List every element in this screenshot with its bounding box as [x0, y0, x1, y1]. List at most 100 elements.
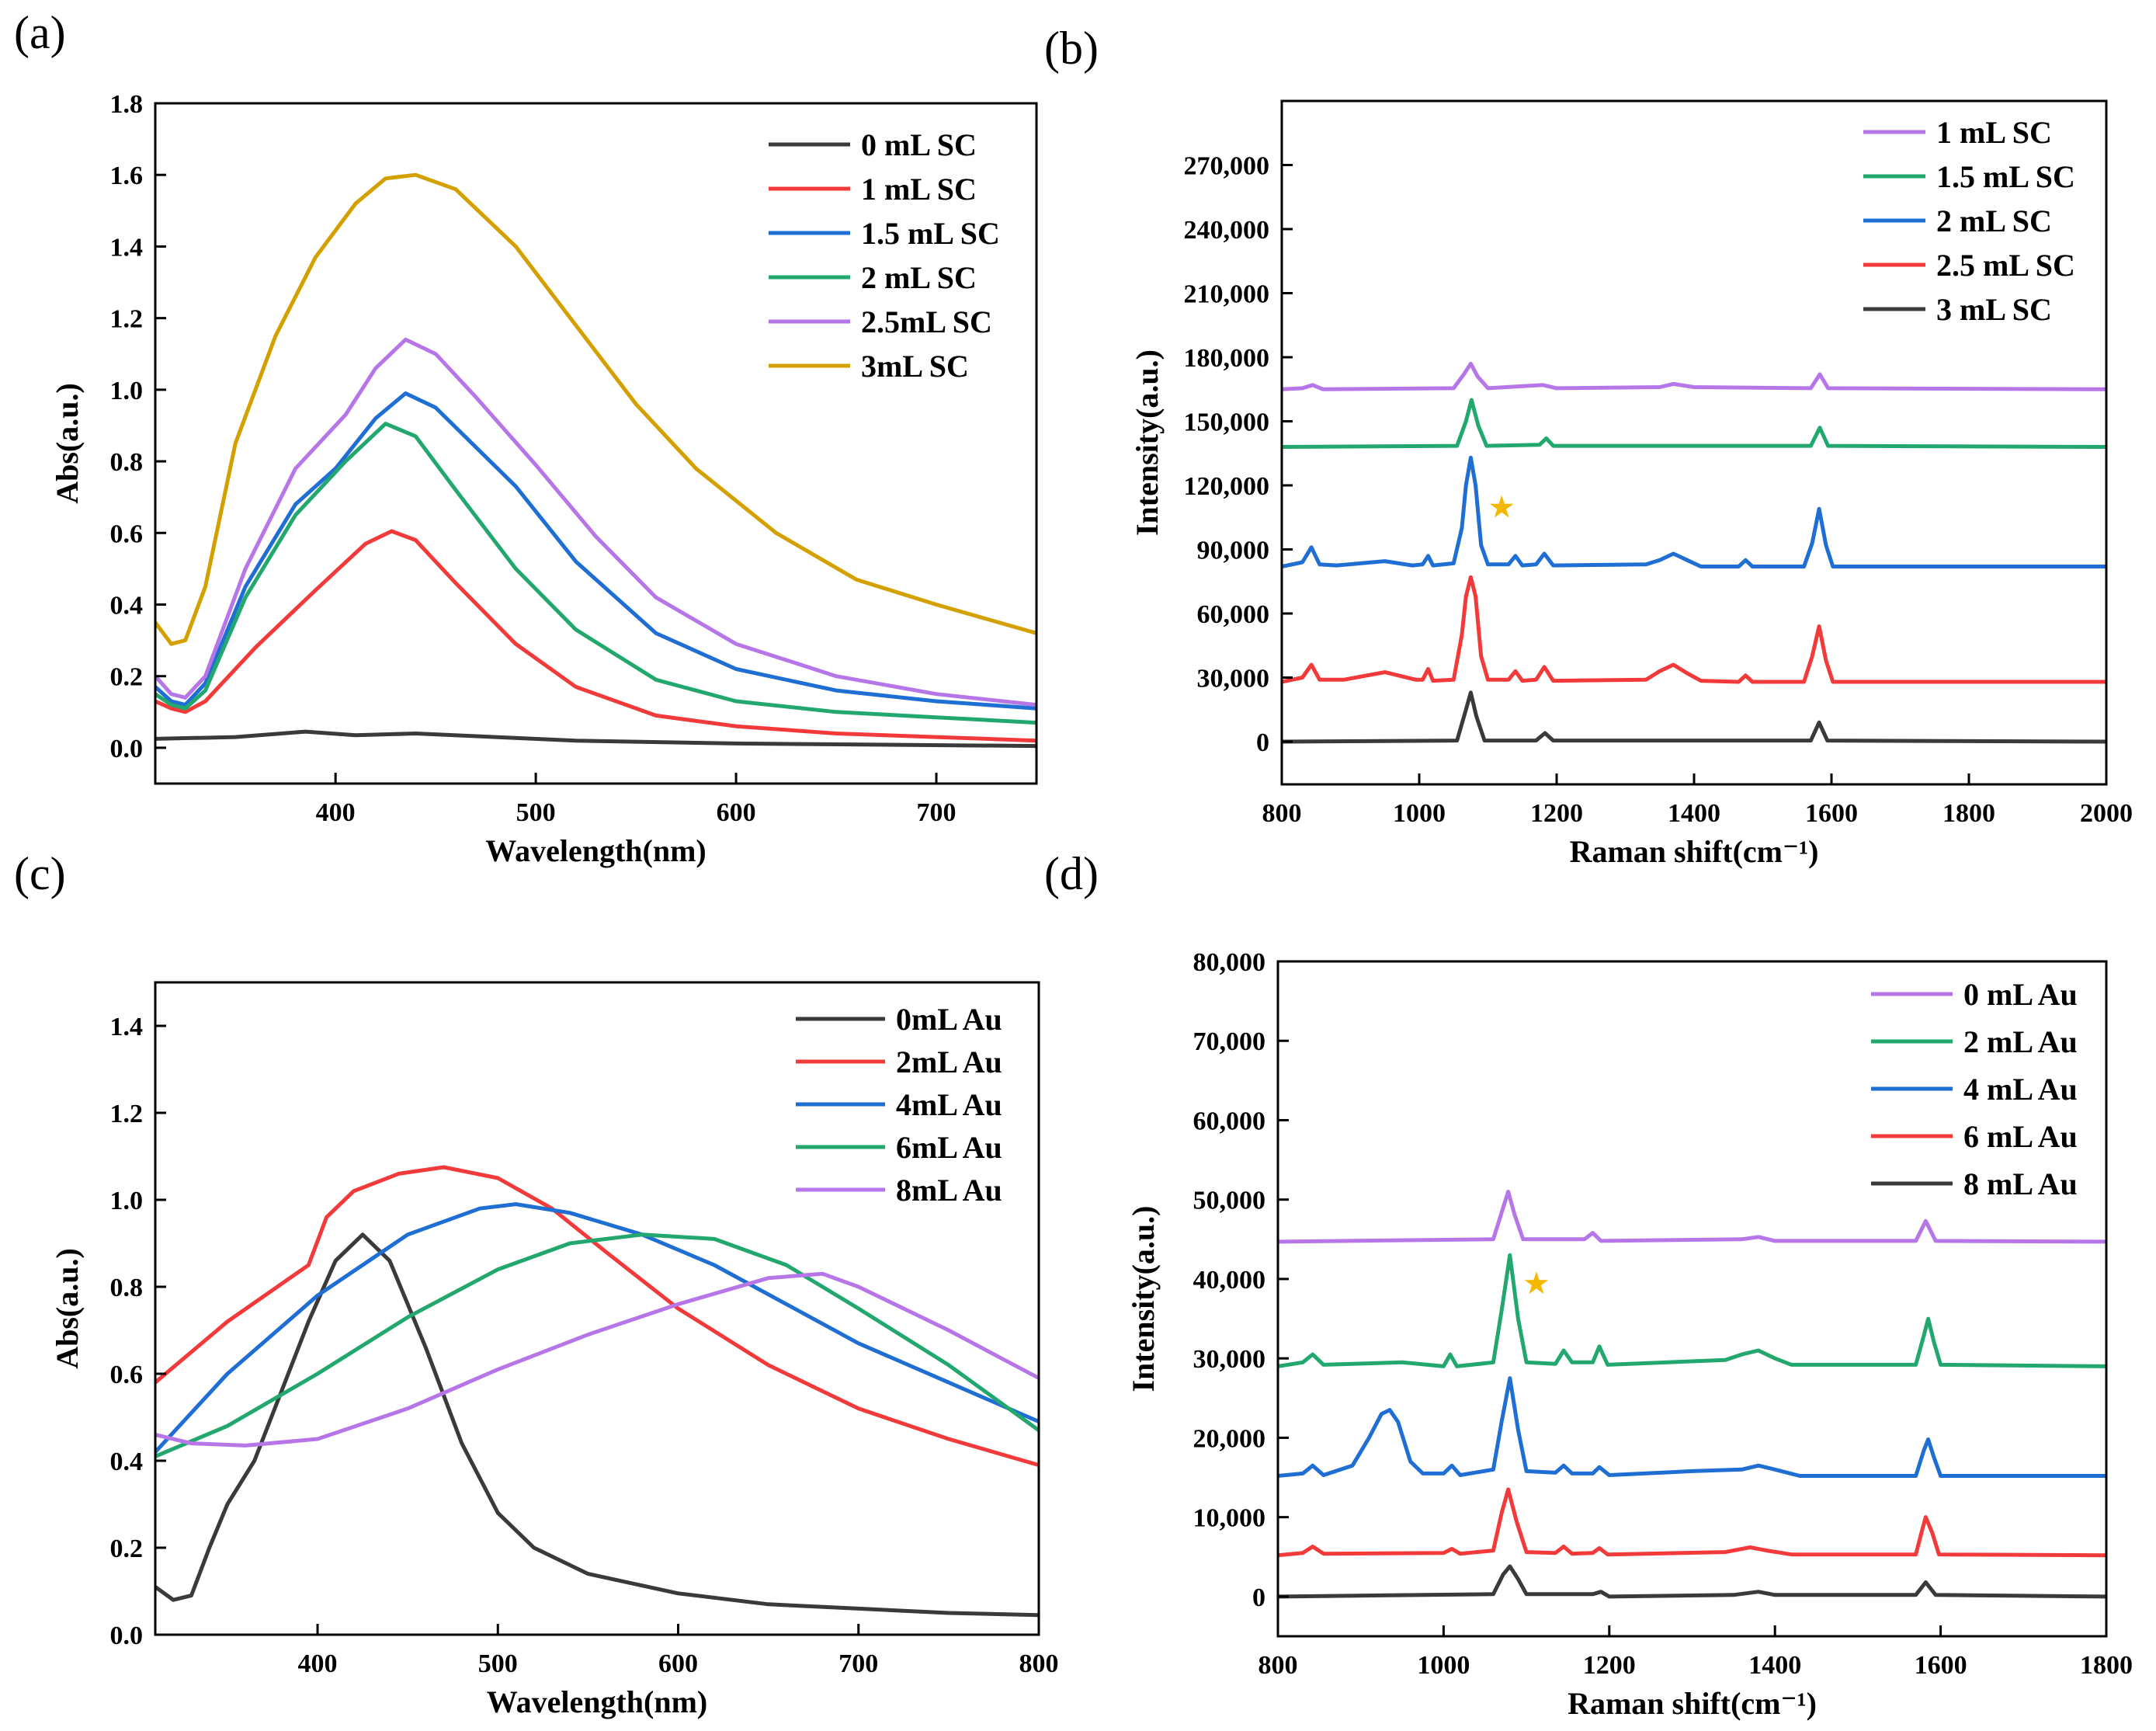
y-tick-label: 1.0 [110, 377, 144, 405]
x-tick-label: 1200 [1583, 1651, 1636, 1680]
x-tick-label: 1000 [1417, 1651, 1470, 1680]
x-tick-label: 2000 [2080, 799, 2133, 828]
y-axis-label: Abs(a.u.) [50, 383, 85, 504]
series-line-2.5ml-sc [155, 337, 1036, 707]
y-tick-label: 1.2 [110, 305, 144, 334]
x-tick-label: 1400 [1748, 1651, 1801, 1680]
x-tick-label: 1600 [1915, 1651, 1967, 1680]
y-tick-label: 20,000 [1193, 1424, 1266, 1453]
x-tick-label: 1000 [1393, 799, 1446, 828]
legend-label: 1 mL SC [861, 172, 977, 207]
series-line-1-ml-sc [155, 529, 1036, 743]
series-line-0-ml-au [1278, 1190, 2106, 1244]
panel-label: (a) [14, 7, 66, 58]
legend: 1 mL SC 1.5 mL SC 2 mL SC 2.5 mL SC 3 mL SC [1863, 115, 2075, 327]
y-tick-label: 1.6 [110, 162, 144, 190]
series-line-6ml-au [155, 1232, 1039, 1458]
y-tick-label: 80,000 [1193, 948, 1266, 977]
y-tick-label: 40,000 [1193, 1266, 1266, 1295]
y-tick-label: 120,000 [1184, 472, 1270, 501]
legend-label: 8mL Au [896, 1173, 1002, 1208]
star-annotation-icon: ★ [1488, 490, 1515, 526]
y-axis-label: Abs(a.u.) [50, 1248, 85, 1369]
legend-label: 8 mL Au [1963, 1166, 2078, 1201]
x-tick-label: 1800 [2080, 1651, 2133, 1680]
legend-label: 4 mL Au [1963, 1072, 2078, 1107]
x-tick-label: 1400 [1668, 799, 1720, 828]
panel-c: (c) 400 500 600 700 800 0.0 0.2 0.4 0.6 0.8 1.0 1.2 1… [14, 848, 1059, 1719]
series-line-8-ml-au [1278, 1564, 2106, 1599]
x-tick-label: 600 [658, 1649, 698, 1678]
x-tick-label: 700 [917, 798, 956, 827]
series-line-2-ml-sc [155, 422, 1036, 725]
plot-frame [154, 981, 1040, 1636]
series-group [1282, 361, 2106, 744]
y-tick-label: 0.6 [110, 1361, 144, 1389]
series-line-2ml-au [155, 1165, 1039, 1468]
legend-label: 2 mL SC [1936, 203, 2052, 238]
legend-label: 6 mL Au [1963, 1119, 2078, 1154]
series-line-8ml-au [155, 1271, 1039, 1448]
y-tick-label: 0 [1252, 1583, 1265, 1612]
series-line-2.5-ml-sc [1282, 575, 2106, 684]
y-tick-label: 70,000 [1193, 1027, 1266, 1056]
series-line-2-ml-au [1278, 1253, 2106, 1368]
y-tick-label: 210,000 [1184, 280, 1270, 309]
x-axis-label: Raman shift(cm⁻¹) [1568, 1686, 1817, 1721]
y-tick-label: 0.0 [110, 735, 144, 763]
legend-label: 6mL Au [896, 1130, 1002, 1165]
y-tick-label: 1.4 [110, 233, 144, 262]
series-line-4-ml-au [1278, 1376, 2106, 1478]
plot-frame [1276, 960, 2108, 1638]
y-tick-label: 1.4 [110, 1013, 144, 1041]
x-tick-label: 500 [478, 1649, 518, 1678]
y-tick-label: 60,000 [1193, 1107, 1266, 1135]
y-tick-label: 90,000 [1197, 537, 1270, 565]
x-axis-label: Raman shift(cm⁻¹) [1570, 834, 1819, 869]
y-axis-label: Intensity(a.u.) [1126, 1205, 1161, 1392]
legend-label: 0 mL SC [861, 127, 977, 162]
legend-label: 1 mL SC [1936, 115, 2052, 150]
x-tick-label: 600 [717, 798, 756, 827]
y-tick-label: 0.6 [110, 520, 144, 548]
star-annotation-icon: ★ [1522, 1266, 1550, 1302]
series-line-4ml-au [155, 1202, 1039, 1455]
x-tick-label: 1800 [1942, 799, 1995, 828]
legend-label: 3mL SC [861, 349, 969, 384]
y-tick-label: 240,000 [1184, 216, 1270, 245]
x-tick-label: 800 [1262, 799, 1302, 828]
legend-label: 2 mL Au [1963, 1024, 2078, 1059]
panel-label: (c) [14, 848, 66, 899]
x-axis-label: Wavelength(nm) [485, 833, 706, 868]
series-line-1.5-ml-sc [155, 391, 1036, 711]
series-line-1.5-ml-sc [1282, 398, 2106, 449]
y-tick-label: 0.4 [110, 591, 144, 620]
y-tick-label: 30,000 [1197, 665, 1270, 693]
legend-label: 0mL Au [896, 1002, 1002, 1037]
legend-label: 2mL Au [896, 1045, 1002, 1079]
legend: 0mL Au 2mL Au 4mL Au 6mL Au 8mL Au [796, 1002, 1002, 1208]
legend-label: 2.5mL SC [861, 304, 992, 339]
x-tick-label: 400 [316, 798, 356, 827]
panel-b: (b) 800 1000 1200 1400 1600 1800 2000 0 30,000 60,… [1044, 23, 2133, 869]
legend-label: 1.5 mL SC [1936, 159, 2075, 194]
legend-label: 3 mL SC [1936, 292, 2052, 327]
y-tick-label: 1.2 [110, 1100, 144, 1128]
x-axis-label: Wavelength(nm) [487, 1684, 707, 1719]
panel-label: (b) [1044, 23, 1099, 74]
x-tick-label: 500 [516, 798, 556, 827]
legend: 0 mL Au 2 mL Au 4 mL Au 6 mL Au 8 mL Au [1871, 977, 2078, 1201]
y-tick-label: 50,000 [1193, 1187, 1266, 1215]
legend-label: 1.5 mL SC [861, 216, 1000, 251]
y-tick-label: 180,000 [1184, 344, 1270, 373]
legend-label: 2 mL SC [861, 260, 977, 295]
x-tick-label: 800 [1259, 1651, 1298, 1680]
panel-a: (a) 400 500 600 700 0.0 0.2 0.4 0.6 0.8 1.0 1.2 1.4 1… [14, 7, 1038, 868]
y-tick-label: 0.2 [110, 1535, 144, 1563]
series-group [1278, 1190, 2106, 1599]
y-tick-label: 30,000 [1193, 1345, 1266, 1374]
x-tick-label: 800 [1019, 1649, 1059, 1678]
series-line-1-ml-sc [1282, 361, 2106, 391]
y-tick-label: 10,000 [1193, 1504, 1266, 1533]
